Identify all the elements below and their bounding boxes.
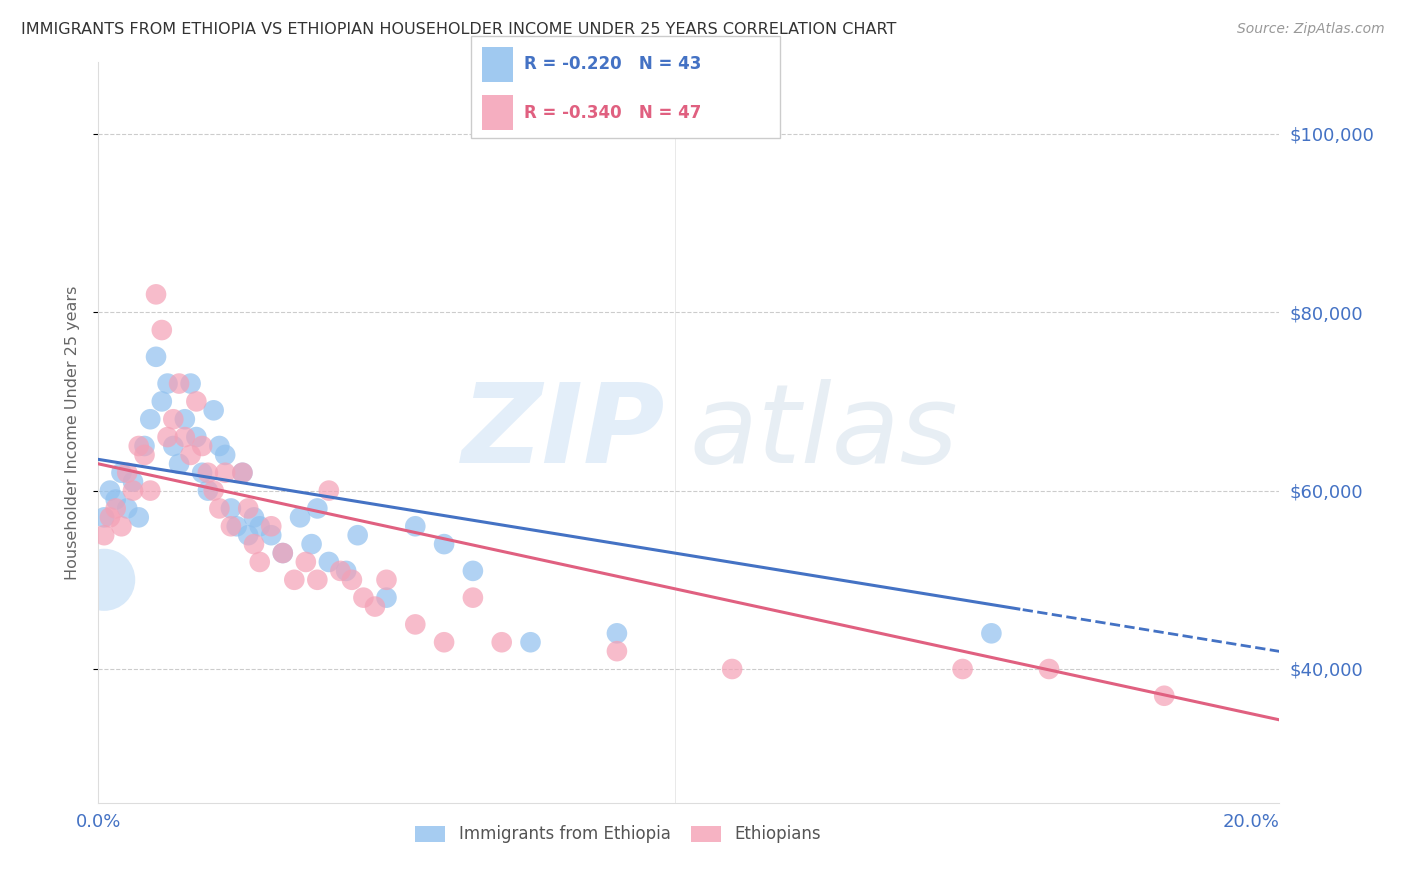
- Point: [404, 617, 426, 632]
- Point: [197, 483, 219, 498]
- Point: [156, 376, 179, 391]
- Point: [173, 430, 195, 444]
- Point: [318, 483, 340, 498]
- Point: [186, 430, 208, 444]
- Point: [461, 564, 484, 578]
- Point: [238, 501, 260, 516]
- Point: [271, 546, 294, 560]
- Point: [231, 466, 253, 480]
- Point: [202, 483, 225, 498]
- Point: [110, 519, 132, 533]
- Point: [202, 403, 225, 417]
- Point: [122, 475, 145, 489]
- Point: [150, 323, 173, 337]
- Point: [145, 287, 167, 301]
- Point: [980, 626, 1002, 640]
- Point: [162, 412, 184, 426]
- Point: [134, 448, 156, 462]
- Point: [606, 644, 628, 658]
- Point: [231, 466, 253, 480]
- Point: [243, 510, 266, 524]
- Point: [404, 519, 426, 533]
- Point: [98, 483, 121, 498]
- Point: [139, 412, 162, 426]
- Point: [214, 448, 236, 462]
- Point: [260, 519, 283, 533]
- Point: [952, 662, 974, 676]
- Point: [433, 537, 456, 551]
- Point: [375, 573, 398, 587]
- Point: [433, 635, 456, 649]
- Point: [115, 466, 138, 480]
- Point: [352, 591, 374, 605]
- Point: [375, 591, 398, 605]
- Point: [340, 573, 363, 587]
- Point: [271, 546, 294, 560]
- Text: IMMIGRANTS FROM ETHIOPIA VS ETHIOPIAN HOUSEHOLDER INCOME UNDER 25 YEARS CORRELAT: IMMIGRANTS FROM ETHIOPIA VS ETHIOPIAN HO…: [21, 22, 897, 37]
- Point: [335, 564, 357, 578]
- Text: ZIP: ZIP: [461, 379, 665, 486]
- Point: [219, 519, 242, 533]
- Point: [208, 439, 231, 453]
- Point: [180, 448, 202, 462]
- Point: [260, 528, 283, 542]
- Point: [145, 350, 167, 364]
- Point: [249, 555, 271, 569]
- Point: [606, 626, 628, 640]
- Point: [214, 466, 236, 480]
- Point: [128, 510, 150, 524]
- Point: [173, 412, 195, 426]
- Point: [139, 483, 162, 498]
- Point: [238, 528, 260, 542]
- Point: [295, 555, 318, 569]
- Point: [98, 510, 121, 524]
- Point: [283, 573, 305, 587]
- Point: [346, 528, 368, 542]
- Point: [115, 501, 138, 516]
- Point: [104, 492, 127, 507]
- Point: [364, 599, 387, 614]
- Text: R = -0.220   N = 43: R = -0.220 N = 43: [524, 55, 702, 73]
- Point: [134, 439, 156, 453]
- Point: [122, 483, 145, 498]
- Point: [225, 519, 247, 533]
- Point: [167, 376, 190, 391]
- Point: [110, 466, 132, 480]
- Point: [318, 555, 340, 569]
- Point: [307, 501, 329, 516]
- Point: [180, 376, 202, 391]
- Point: [307, 573, 329, 587]
- Point: [329, 564, 352, 578]
- Point: [301, 537, 323, 551]
- Point: [93, 510, 115, 524]
- Point: [191, 439, 214, 453]
- Point: [1153, 689, 1175, 703]
- Point: [288, 510, 311, 524]
- Point: [197, 466, 219, 480]
- Point: [249, 519, 271, 533]
- Point: [219, 501, 242, 516]
- Point: [461, 591, 484, 605]
- Point: [519, 635, 541, 649]
- Text: Source: ZipAtlas.com: Source: ZipAtlas.com: [1237, 22, 1385, 37]
- Point: [93, 528, 115, 542]
- Point: [150, 394, 173, 409]
- Point: [721, 662, 744, 676]
- Text: R = -0.340   N = 47: R = -0.340 N = 47: [524, 103, 702, 121]
- Point: [167, 457, 190, 471]
- Point: [93, 573, 115, 587]
- Point: [162, 439, 184, 453]
- Point: [104, 501, 127, 516]
- Point: [243, 537, 266, 551]
- Point: [1038, 662, 1060, 676]
- Legend: Immigrants from Ethiopia, Ethiopians: Immigrants from Ethiopia, Ethiopians: [409, 819, 827, 850]
- Point: [156, 430, 179, 444]
- Point: [208, 501, 231, 516]
- Point: [191, 466, 214, 480]
- Point: [186, 394, 208, 409]
- Point: [491, 635, 513, 649]
- Text: atlas: atlas: [689, 379, 957, 486]
- Point: [128, 439, 150, 453]
- Y-axis label: Householder Income Under 25 years: Householder Income Under 25 years: [65, 285, 80, 580]
